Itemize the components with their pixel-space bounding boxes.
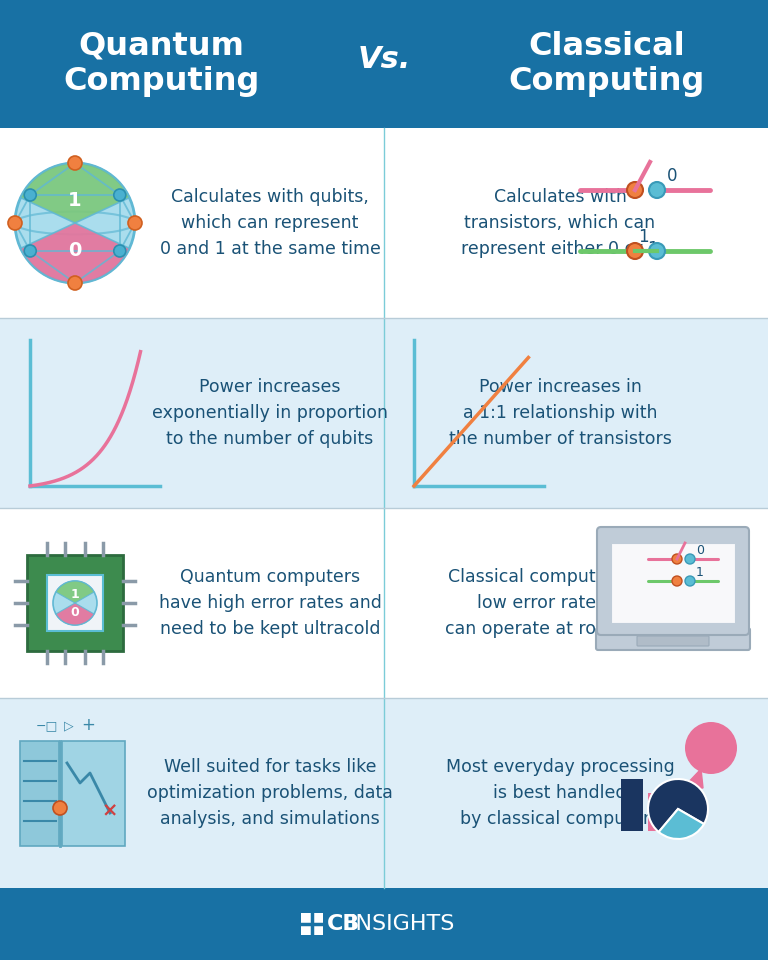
Text: 1: 1 [68, 191, 82, 210]
FancyBboxPatch shape [0, 888, 768, 960]
Text: Quantum computers
have high error rates and
need to be kept ultracold: Quantum computers have high error rates … [158, 567, 382, 638]
FancyBboxPatch shape [0, 128, 768, 318]
Text: Quantum
Computing: Quantum Computing [63, 31, 260, 97]
Text: ×: × [102, 802, 118, 821]
Polygon shape [21, 163, 129, 223]
Text: Most everyday processing
is best handled
by classical computers: Most everyday processing is best handled… [445, 757, 674, 828]
Circle shape [627, 182, 643, 198]
Text: Classical
Computing: Classical Computing [508, 31, 705, 97]
FancyBboxPatch shape [0, 508, 768, 698]
FancyBboxPatch shape [47, 575, 103, 631]
Circle shape [25, 245, 36, 257]
FancyBboxPatch shape [27, 555, 123, 651]
Circle shape [53, 581, 97, 625]
Polygon shape [683, 769, 703, 788]
Circle shape [627, 243, 643, 259]
Text: ▷: ▷ [65, 719, 74, 732]
Text: +: + [81, 716, 95, 734]
FancyBboxPatch shape [0, 318, 768, 508]
Text: 1: 1 [696, 565, 704, 579]
Circle shape [68, 276, 82, 290]
FancyBboxPatch shape [621, 779, 643, 831]
FancyBboxPatch shape [19, 740, 59, 846]
Circle shape [68, 156, 82, 170]
Circle shape [128, 216, 142, 230]
Text: −□: −□ [36, 719, 58, 732]
FancyBboxPatch shape [596, 628, 750, 650]
FancyBboxPatch shape [637, 636, 709, 646]
Circle shape [685, 722, 737, 774]
Text: CB: CB [327, 914, 360, 934]
Circle shape [685, 576, 695, 586]
FancyBboxPatch shape [0, 698, 768, 888]
Circle shape [649, 243, 665, 259]
FancyBboxPatch shape [0, 0, 768, 128]
Circle shape [685, 554, 695, 564]
Text: 0: 0 [71, 607, 79, 619]
Polygon shape [56, 581, 94, 603]
Text: Well suited for tasks like
optimization problems, data
analysis, and simulations: Well suited for tasks like optimization … [147, 757, 393, 828]
Circle shape [15, 163, 135, 283]
FancyBboxPatch shape [611, 543, 735, 623]
FancyBboxPatch shape [597, 527, 749, 635]
Text: 1: 1 [71, 588, 79, 602]
Text: Calculates with qubits,
which can represent
0 and 1 at the same time: Calculates with qubits, which can repres… [160, 187, 380, 258]
Text: 0: 0 [667, 167, 677, 185]
Circle shape [25, 189, 36, 201]
Text: Vs.: Vs. [357, 45, 411, 75]
Circle shape [114, 245, 126, 257]
Text: 1: 1 [637, 228, 648, 246]
Circle shape [672, 576, 682, 586]
Text: Power increases in
a 1:1 relationship with
the number of transistors: Power increases in a 1:1 relationship wi… [449, 377, 671, 448]
Text: Classical computers have
low error rates and
can operate at room temp: Classical computers have low error rates… [445, 567, 675, 638]
Circle shape [649, 182, 665, 198]
Text: 0: 0 [68, 242, 81, 260]
Polygon shape [21, 223, 129, 283]
Text: Calculates with
transistors, which can
represent either 0 or 1: Calculates with transistors, which can r… [461, 187, 659, 258]
Circle shape [8, 216, 22, 230]
FancyBboxPatch shape [648, 793, 670, 831]
Polygon shape [56, 603, 94, 625]
Text: INSIGHTS: INSIGHTS [350, 914, 455, 934]
Circle shape [672, 554, 682, 564]
Wedge shape [659, 809, 704, 839]
FancyBboxPatch shape [301, 913, 323, 935]
Circle shape [53, 801, 67, 815]
FancyBboxPatch shape [61, 740, 124, 846]
Text: Power increases
exponentially in proportion
to the number of qubits: Power increases exponentially in proport… [152, 377, 388, 448]
Circle shape [114, 189, 126, 201]
Text: 0: 0 [696, 543, 704, 557]
Wedge shape [648, 779, 708, 832]
